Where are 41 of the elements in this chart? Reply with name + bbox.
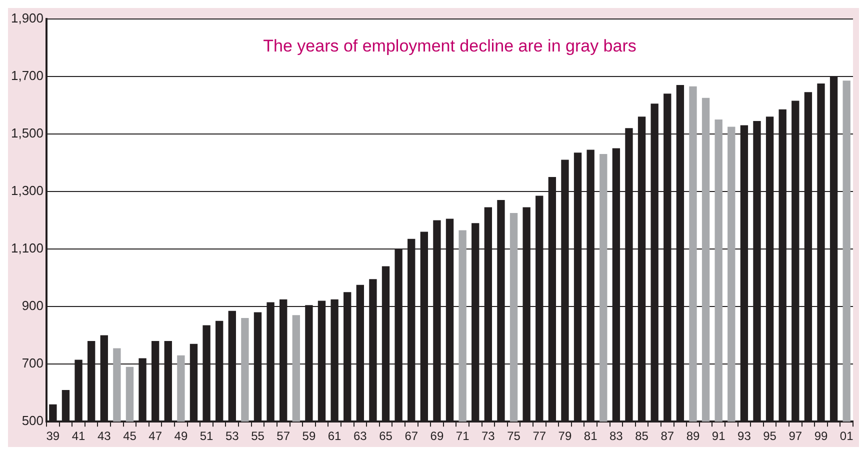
x-tick-label: 79 bbox=[558, 429, 572, 444]
x-tick-label: 43 bbox=[97, 429, 112, 444]
x-tick-label: 69 bbox=[430, 429, 444, 444]
y-tick-label: 1,300 bbox=[10, 183, 44, 198]
x-tick-label: 67 bbox=[404, 429, 418, 444]
x-tick-label: 45 bbox=[123, 429, 137, 444]
x-tick-label: 71 bbox=[456, 429, 470, 444]
x-tick-label: 97 bbox=[788, 429, 802, 444]
x-tick-label: 39 bbox=[46, 429, 60, 444]
x-tick-label: 49 bbox=[174, 429, 188, 444]
x-tick-label: 93 bbox=[738, 429, 752, 444]
y-tick-label: 700 bbox=[22, 356, 44, 371]
x-tick-label: 53 bbox=[225, 429, 240, 444]
x-tick-label: 51 bbox=[200, 429, 214, 444]
x-tick-label: 47 bbox=[148, 429, 162, 444]
y-tick-label: 1,700 bbox=[10, 68, 44, 83]
x-tick-label: 95 bbox=[763, 429, 777, 444]
x-tick-label: 81 bbox=[584, 429, 598, 444]
x-tick-label: 75 bbox=[507, 429, 521, 444]
x-tick-label: 57 bbox=[276, 429, 290, 444]
x-tick-label: 65 bbox=[379, 429, 393, 444]
x-tick-label: 83 bbox=[610, 429, 624, 444]
y-tick-label: 1,500 bbox=[10, 125, 44, 140]
x-tick-label: 01 bbox=[840, 429, 854, 444]
x-tick-label: 87 bbox=[660, 429, 674, 444]
x-tick-label: 61 bbox=[328, 429, 342, 444]
x-tick-label: 85 bbox=[635, 429, 649, 444]
y-tick-label: 900 bbox=[22, 298, 44, 314]
x-tick-label: 63 bbox=[353, 429, 368, 444]
x-tick-label: 59 bbox=[302, 429, 316, 444]
y-tick-label: 1,900 bbox=[10, 10, 44, 26]
x-tick-label: 55 bbox=[251, 429, 265, 444]
x-tick-label: 89 bbox=[686, 429, 700, 444]
x-tick-label: 91 bbox=[712, 429, 726, 444]
x-tick-label: 99 bbox=[814, 429, 828, 444]
y-tick-label: 1,100 bbox=[10, 240, 44, 256]
x-tick-label: 77 bbox=[532, 429, 546, 444]
annotation: The years of employment decline are in gray bars bbox=[263, 36, 636, 56]
x-tick-label: 73 bbox=[481, 429, 496, 444]
y-tick-label: 500 bbox=[22, 413, 44, 428]
x-tick-label: 41 bbox=[72, 429, 86, 444]
